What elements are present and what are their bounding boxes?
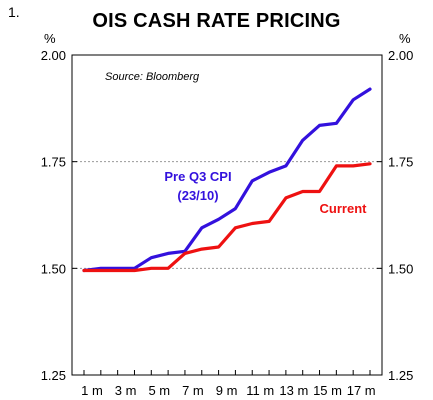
x-tick-label: 5 m [148, 383, 170, 398]
series-labels: Pre Q3 CPI (23/10) Current [164, 169, 367, 216]
series-line-current [82, 162, 372, 273]
x-tick-label: 11 m [246, 383, 274, 398]
y-tick-label-left: 1.25 [41, 368, 66, 383]
x-tick-label: 9 m [216, 383, 238, 398]
series-label-current: Current [320, 201, 368, 216]
x-tick-label: 15 m [313, 383, 342, 398]
series-label-pre-line1: Pre Q3 CPI [164, 169, 231, 184]
series-line-pre-q3-cpi [82, 87, 372, 273]
y-axis-left: 2.00 1.75 1.50 1.25 [41, 48, 77, 383]
y-tick-label-left: 2.00 [41, 48, 66, 63]
plot-frame [71, 54, 383, 376]
series-label-pre-line2: (23/10) [177, 188, 218, 203]
y-unit-right: % [399, 31, 411, 46]
y-tick-label-right: 1.75 [388, 155, 413, 170]
series-layer [82, 87, 372, 273]
y-tick-label-left: 1.75 [41, 155, 66, 170]
figure-number: 1. [8, 4, 20, 20]
y-tick-label-right: 2.00 [388, 48, 413, 63]
x-tick-label: 17 m [347, 383, 376, 398]
y-tick-label-right: 1.50 [388, 261, 413, 276]
y-tick-label-left: 1.50 [41, 261, 66, 276]
y-axis-right: 2.00 1.75 1.50 1.25 [377, 48, 413, 383]
x-tick-label: 3 m [115, 383, 137, 398]
x-tick-label: 7 m [182, 383, 204, 398]
chart-title: OIS CASH RATE PRICING [92, 10, 341, 32]
y-tick-label-right: 1.25 [388, 368, 413, 383]
x-tick-label: 1 m [81, 383, 103, 398]
x-tick-label: 13 m [279, 383, 308, 398]
source-note: Source: Bloomberg [105, 71, 200, 83]
y-unit-left: % [44, 31, 56, 46]
x-axis: 1 m 3 m 5 m 7 m 9 m 11 m 13 m 15 m 17 m [81, 370, 376, 398]
